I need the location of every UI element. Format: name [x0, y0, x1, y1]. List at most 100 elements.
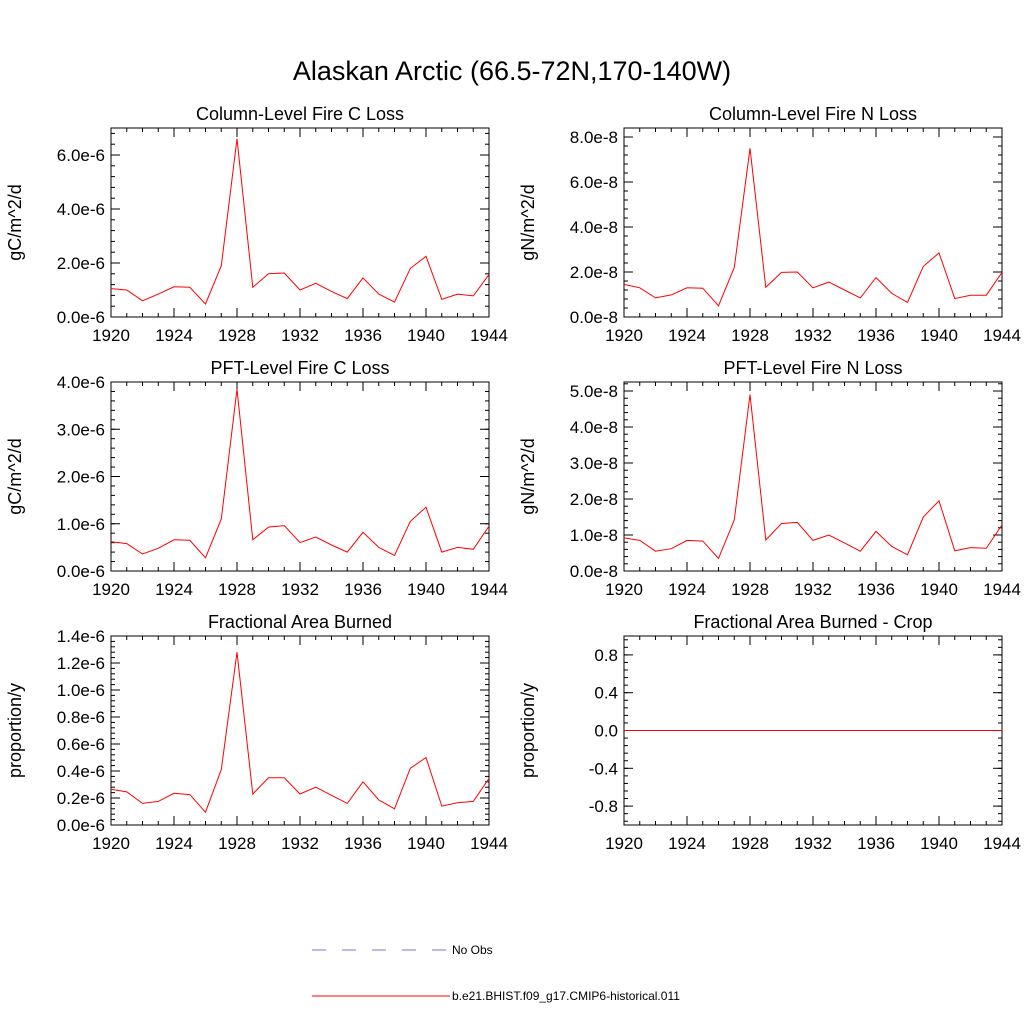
x-tick-label: 1924	[155, 834, 193, 853]
x-tick-label: 1924	[155, 326, 193, 345]
x-tick-label: 1940	[407, 326, 445, 345]
x-tick-label: 1936	[857, 834, 895, 853]
figure-title: Alaskan Arctic (66.5-72N,170-140W)	[293, 56, 731, 86]
x-tick-label: 1928	[731, 326, 769, 345]
plot-frame	[623, 127, 1003, 318]
x-tick-label: 1924	[155, 580, 193, 599]
y-tick-label: 4.0e-6	[57, 373, 105, 392]
x-tick-label: 1920	[92, 834, 130, 853]
x-tick-label: 1944	[470, 580, 508, 599]
y-tick-label: 2.0e-8	[570, 263, 618, 282]
chart-panel-1: Column-Level Fire C Loss gC/m^2/d 1920 1924…	[5, 104, 508, 345]
y-axis-label: proportion/y	[518, 683, 538, 778]
y-tick-label: 1.2e-6	[57, 654, 105, 673]
chart-panel-6: Fractional Area Burned - Crop proportion/…	[518, 612, 1021, 853]
y-tick-label: 0.0e-8	[570, 308, 618, 327]
y-axis-label: gN/m^2/d	[518, 184, 538, 260]
y-tick-label: 0.0e-8	[570, 562, 618, 581]
y-axis-label: proportion/y	[5, 683, 25, 778]
y-tick-label: 0.8e-6	[57, 708, 105, 727]
x-tick-label: 1924	[668, 580, 706, 599]
panel-title: PFT-Level Fire C Loss	[210, 358, 389, 378]
y-tick-label: 3.0e-6	[57, 420, 105, 439]
y-tick-label: -0.4	[589, 759, 618, 778]
x-tick-label: 1920	[605, 834, 643, 853]
x-tick-label: 1928	[218, 834, 256, 853]
x-tick-label: 1920	[605, 326, 643, 345]
y-axis-label: gC/m^2/d	[5, 184, 25, 260]
y-tick-label: 4.0e-8	[570, 218, 618, 237]
panel-title: Column-Level Fire N Loss	[709, 104, 917, 124]
chart-panel-5: Fractional Area Burned proportion/y 1920 19…	[5, 612, 508, 853]
y-tick-label: 1.0e-6	[57, 515, 105, 534]
x-tick-label: 1928	[731, 580, 769, 599]
panel-title: Fractional Area Burned	[208, 612, 392, 632]
x-tick-label: 1944	[470, 326, 508, 345]
x-tick-label: 1932	[794, 326, 832, 345]
y-tick-label: 2.0e-8	[570, 490, 618, 509]
y-tick-label: 4.0e-8	[570, 418, 618, 437]
y-tick-label: 4.0e-6	[57, 200, 105, 219]
chart-panel-4: PFT-Level Fire N Loss gN/m^2/d 1920 1924 192…	[518, 358, 1021, 599]
series-line	[110, 652, 490, 814]
x-tick-label: 1932	[794, 834, 832, 853]
chart-panel-2: Column-Level Fire N Loss gN/m^2/d 1920 1924…	[518, 104, 1021, 345]
series-line	[623, 148, 1003, 307]
y-tick-label: 2.0e-6	[57, 468, 105, 487]
x-tick-label: 1924	[668, 326, 706, 345]
x-tick-label: 1928	[218, 326, 256, 345]
y-tick-label: 0.6e-6	[57, 735, 105, 754]
x-tick-label: 1940	[407, 834, 445, 853]
x-tick-label: 1928	[218, 580, 256, 599]
y-tick-label: 0.0e-6	[57, 308, 105, 327]
x-tick-label: 1932	[794, 580, 832, 599]
y-tick-label: 0.4	[594, 684, 618, 703]
x-tick-label: 1936	[857, 326, 895, 345]
y-tick-label: 5.0e-8	[570, 382, 618, 401]
x-tick-label: 1944	[470, 834, 508, 853]
y-tick-label: 0.2e-6	[57, 789, 105, 808]
y-tick-label: 1.4e-6	[57, 627, 105, 646]
panel-title: PFT-Level Fire N Loss	[723, 358, 902, 378]
x-tick-label: 1932	[281, 326, 319, 345]
chart-panel-3: PFT-Level Fire C Loss gC/m^2/d 1920 1924 192…	[5, 358, 508, 599]
x-tick-label: 1940	[920, 326, 958, 345]
y-tick-label: 1.0e-6	[57, 681, 105, 700]
x-tick-label: 1932	[281, 834, 319, 853]
x-tick-label: 1920	[92, 580, 130, 599]
x-tick-label: 1940	[407, 580, 445, 599]
x-tick-label: 1940	[920, 834, 958, 853]
x-tick-label: 1936	[344, 834, 382, 853]
x-tick-label: 1924	[668, 834, 706, 853]
x-tick-label: 1932	[281, 580, 319, 599]
x-tick-label: 1944	[983, 834, 1021, 853]
legend-no-obs-label: No Obs	[452, 943, 493, 957]
x-tick-label: 1928	[731, 834, 769, 853]
series-line	[623, 394, 1003, 560]
x-tick-label: 1940	[920, 580, 958, 599]
y-axis-label: gC/m^2/d	[5, 438, 25, 514]
y-tick-label: 0.4e-6	[57, 762, 105, 781]
x-tick-label: 1944	[983, 580, 1021, 599]
series-line	[110, 389, 490, 559]
panel-title: Fractional Area Burned - Crop	[693, 612, 932, 632]
plot-frame	[623, 381, 1003, 572]
x-tick-label: 1944	[983, 326, 1021, 345]
y-tick-label: 3.0e-8	[570, 454, 618, 473]
x-tick-label: 1936	[344, 580, 382, 599]
y-tick-label: 0.0	[594, 722, 618, 741]
legend: No Obs b.e21.BHIST.f09_g17.CMIP6-histori…	[312, 943, 680, 1003]
y-tick-label: 6.0e-8	[570, 173, 618, 192]
x-tick-label: 1920	[92, 326, 130, 345]
y-tick-label: 2.0e-6	[57, 254, 105, 273]
x-tick-label: 1920	[605, 580, 643, 599]
chart-panels: Column-Level Fire C Loss gC/m^2/d 1920 1924…	[5, 104, 1021, 853]
y-tick-label: 6.0e-6	[57, 146, 105, 165]
y-axis-label: gN/m^2/d	[518, 438, 538, 514]
y-tick-label: 0.8	[594, 646, 618, 665]
plot-frame	[110, 127, 490, 318]
x-tick-label: 1936	[344, 326, 382, 345]
x-tick-label: 1936	[857, 580, 895, 599]
y-tick-label: 1.0e-8	[570, 526, 618, 545]
